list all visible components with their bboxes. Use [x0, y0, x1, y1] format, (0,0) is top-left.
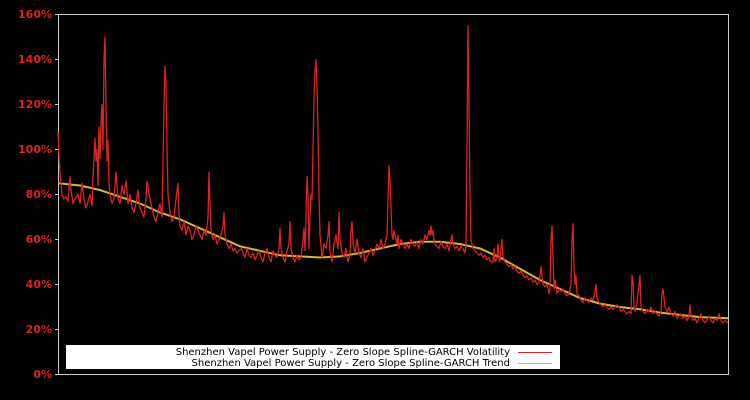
volatility-series-line	[57, 25, 729, 324]
y-tick-label: 80%	[25, 187, 52, 201]
y-axis-ticks	[55, 14, 58, 375]
plot-frame	[58, 14, 729, 375]
y-tick-label: 0%	[33, 367, 52, 381]
legend-label-volatility: Shenzhen Vapel Power Supply - Zero Slope…	[175, 346, 510, 358]
y-tick-label: 40%	[25, 277, 52, 291]
y-tick-label: 140%	[18, 52, 52, 66]
legend-label-trend: Shenzhen Vapel Power Supply - Zero Slope…	[191, 357, 510, 369]
y-tick-label: 20%	[25, 322, 52, 336]
legend-swatch-volatility	[518, 351, 552, 353]
y-tick-label: 160%	[18, 7, 52, 21]
trend-series-line	[57, 182, 729, 320]
y-tick-label: 100%	[18, 142, 52, 156]
y-tick-label: 60%	[25, 232, 52, 246]
legend-swatch-trend	[518, 362, 552, 364]
legend-item-volatility: Shenzhen Vapel Power Supply - Zero Slope…	[176, 346, 552, 358]
y-tick-label: 120%	[18, 97, 52, 111]
legend-item-trend: Shenzhen Vapel Power Supply - Zero Slope…	[192, 357, 552, 369]
chart-legend: Shenzhen Vapel Power Supply - Zero Slope…	[66, 345, 560, 369]
